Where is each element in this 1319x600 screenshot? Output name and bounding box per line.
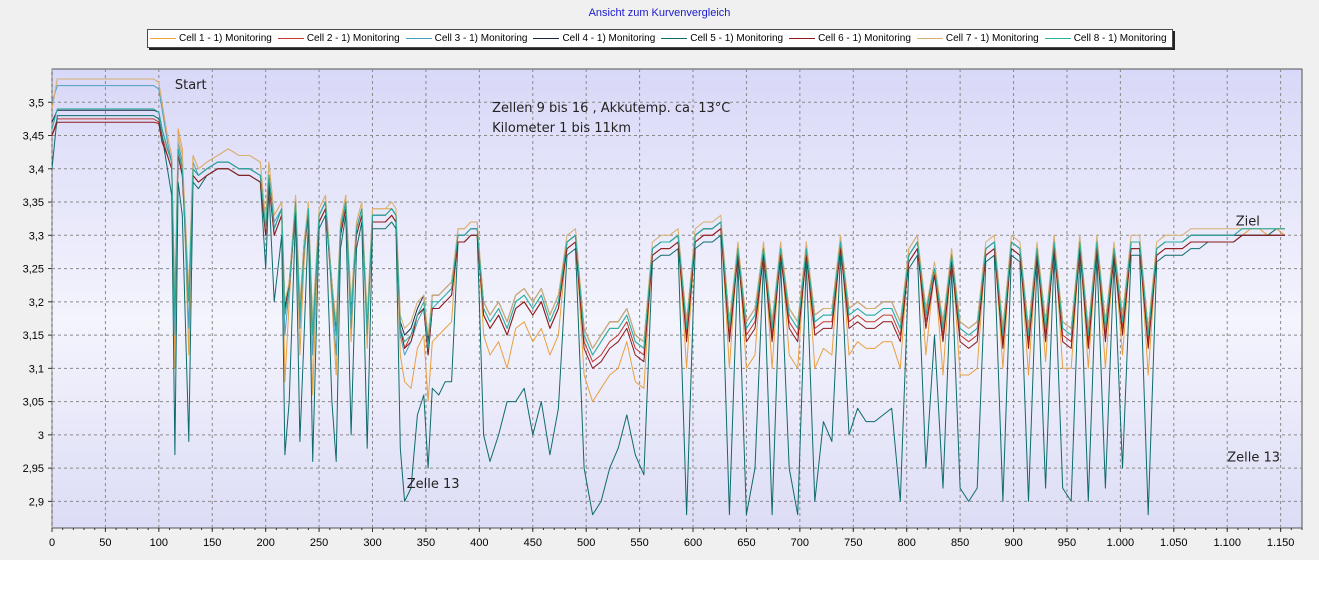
legend-swatch: [150, 38, 176, 39]
annotations: Start Zellen 9 bis 16 , Akkutemp. ca. 13°…: [175, 78, 1280, 492]
y-tick-label: 3,25: [23, 264, 44, 276]
annotation: Start: [175, 78, 207, 93]
x-tick-label: 450: [524, 537, 542, 549]
series-lines: [52, 78, 1286, 516]
x-tick-label: 700: [791, 537, 809, 549]
x-tick-label: 350: [417, 537, 435, 549]
x-tick-label: 1.050: [1160, 537, 1188, 549]
legend-label: Cell 6 - 1) Monitoring: [818, 33, 911, 44]
plot-area[interactable]: 0 50 100 150 200 250 300 350 400 450 500 550 600 650 7…: [0, 0, 1319, 560]
legend-label: Cell 5 - 1) Monitoring: [690, 33, 784, 44]
y-tick-label: 3: [38, 430, 44, 442]
legend: Cell 1 - 1) Monitoring Cell 2 - 1) Monito…: [147, 29, 1173, 48]
x-tick-label: 50: [99, 537, 111, 549]
legend-label: Cell 7 - 1) Monitoring: [945, 33, 1039, 44]
legend-item[interactable]: Cell 6 - 1) Monitoring: [789, 33, 911, 44]
x-tick-label: 900: [1004, 537, 1022, 549]
y-axis: 2,9 2,95 3 3,05 3,1 3,15 3,2 3,25 3,3 3,35 3,4 3,45…: [23, 97, 52, 508]
series-line: [52, 121, 1285, 369]
legend-swatch: [661, 38, 688, 39]
grid: [51, 69, 1302, 528]
x-tick-label: 950: [1058, 537, 1076, 549]
y-tick-label: 2,9: [29, 496, 44, 508]
legend-label: Cell 8 - 1) Monitoring: [1073, 33, 1167, 44]
x-axis: 0 50 100 150 200 250 300 350 400 450 500 550 600 650 7…: [49, 528, 1303, 549]
legend-swatch: [405, 38, 432, 39]
y-tick-label: 3,5: [29, 97, 44, 109]
x-tick-label: 1.150: [1267, 537, 1295, 549]
legend-swatch: [1044, 38, 1071, 39]
y-tick-label: 3,05: [23, 397, 44, 409]
y-tick-label: 3,45: [23, 131, 44, 143]
annotation: Zellen 9 bis 16 , Akkutemp. ca. 13°C: [492, 101, 730, 116]
x-tick-label: 750: [844, 537, 862, 549]
annotation: Kilometer 1 bis 11km: [492, 121, 631, 136]
legend-swatch: [789, 38, 816, 39]
legend-label: Cell 4 - 1) Monitoring: [562, 33, 656, 44]
legend-swatch: [916, 38, 943, 39]
x-tick-label: 0: [49, 537, 55, 549]
legend-item[interactable]: Cell 4 - 1) Monitoring: [533, 33, 655, 44]
x-tick-label: 150: [203, 537, 221, 549]
annotation: Zelle 13: [1227, 450, 1280, 465]
y-tick-label: 3,2: [29, 297, 44, 309]
annotation: Ziel: [1236, 214, 1260, 229]
legend-label: Cell 3 - 1) Monitoring: [434, 33, 528, 44]
x-tick-label: 100: [150, 537, 168, 549]
x-tick-label: 300: [363, 537, 381, 549]
legend-swatch: [533, 38, 560, 39]
x-tick-label: 850: [951, 537, 969, 549]
legend-swatch: [277, 38, 304, 39]
legend-item[interactable]: Cell 1 - 1) Monitoring: [150, 33, 272, 44]
series-line: [52, 108, 1285, 356]
legend-item[interactable]: Cell 2 - 1) Monitoring: [277, 33, 400, 44]
legend-item[interactable]: Cell 3 - 1) Monitoring: [405, 33, 528, 44]
annotation: Zelle 13: [407, 477, 460, 492]
legend-item[interactable]: Cell 7 - 1) Monitoring: [916, 33, 1039, 44]
series-line: [52, 78, 1285, 349]
x-tick-label: 500: [577, 537, 595, 549]
y-tick-label: 3,15: [23, 330, 44, 342]
x-tick-label: 250: [310, 537, 328, 549]
x-tick-label: 600: [684, 537, 702, 549]
legend-label: Cell 2 - 1) Monitoring: [306, 33, 400, 44]
legend-label: Cell 1 - 1) Monitoring: [179, 33, 272, 44]
chart-window: Ansicht zum Kurvenvergleich Cell 1 - 1) …: [0, 0, 1319, 560]
legend-item[interactable]: Cell 8 - 1) Monitoring: [1044, 33, 1167, 44]
x-tick-label: 550: [630, 537, 648, 549]
y-tick-label: 3,1: [29, 363, 44, 375]
series-line: [52, 115, 1285, 516]
y-tick-label: 3,3: [29, 230, 44, 242]
y-tick-label: 3,4: [29, 164, 44, 176]
y-tick-label: 2,95: [23, 463, 44, 475]
x-tick-label: 200: [256, 537, 274, 549]
x-tick-label: 650: [737, 537, 755, 549]
x-tick-label: 1.000: [1107, 537, 1135, 549]
x-tick-label: 1.100: [1213, 537, 1241, 549]
plot-background: [51, 68, 1303, 529]
legend-item[interactable]: Cell 5 - 1) Monitoring: [661, 33, 783, 44]
x-tick-label: 800: [898, 537, 916, 549]
y-tick-label: 3,35: [23, 197, 44, 209]
chart-title: Ansicht zum Kurvenvergleich: [588, 7, 731, 19]
x-tick-label: 400: [470, 537, 488, 549]
